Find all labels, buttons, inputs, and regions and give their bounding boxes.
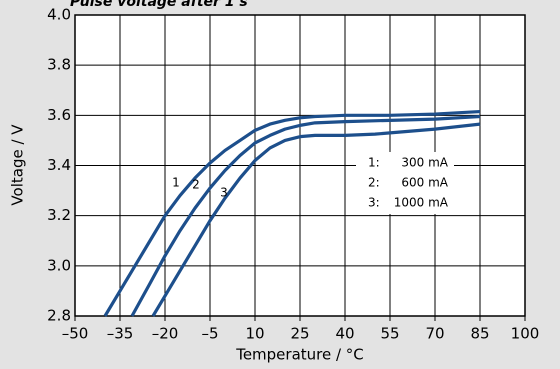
curve-label: 2 — [192, 178, 200, 192]
x-tick-label: 10 — [245, 325, 264, 343]
curve-label: 3 — [220, 186, 228, 200]
y-tick-label: 3.2 — [47, 206, 71, 224]
legend-key: 1: — [368, 156, 380, 170]
legend-box — [356, 152, 454, 214]
x-axis-label: Temperature / °C — [235, 346, 364, 364]
x-tick-label: –35 — [107, 325, 134, 343]
x-tick-label: 85 — [470, 325, 489, 343]
series-line — [151, 122, 481, 317]
y-tick-label: 4.0 — [47, 6, 71, 24]
legend-entry: 1000 mA — [394, 196, 449, 210]
y-tick-label: 3.0 — [47, 256, 71, 274]
grid: –50 –35 –20 –5 10 25 40 55 70 85 100 2.8 3.0 3.2 3.4 3.… — [47, 6, 539, 343]
chart-title: Pulse voltage after 1 s — [70, 0, 248, 10]
series-line — [103, 109, 481, 317]
legend: 1: 300 mA 2: 600 mA 3: 1000 mA — [356, 152, 454, 214]
x-tick-label: 100 — [511, 325, 540, 343]
x-tick-label: 40 — [335, 325, 354, 343]
curve-label: 1 — [172, 176, 180, 190]
y-tick-label: 3.8 — [47, 56, 71, 74]
lines — [103, 109, 481, 317]
y-tick-label: 3.6 — [47, 106, 71, 124]
y-axis-label: Voltage / V — [9, 124, 27, 206]
x-tick-label: 55 — [380, 325, 399, 343]
curve-labels: 1 2 3 — [172, 176, 228, 200]
series-line — [130, 114, 481, 317]
legend-key: 2: — [368, 176, 380, 190]
legend-entry: 300 mA — [401, 156, 448, 170]
y-tick-label: 3.4 — [47, 156, 71, 174]
x-tick-label: –5 — [201, 325, 218, 343]
x-tick-label: –50 — [62, 325, 89, 343]
legend-entry: 600 mA — [401, 176, 448, 190]
x-tick-label: –20 — [152, 325, 179, 343]
x-tick-label: 70 — [425, 325, 444, 343]
y-tick-label: 2.8 — [47, 307, 71, 325]
legend-key: 3: — [368, 196, 380, 210]
x-tick-label: 25 — [290, 325, 309, 343]
